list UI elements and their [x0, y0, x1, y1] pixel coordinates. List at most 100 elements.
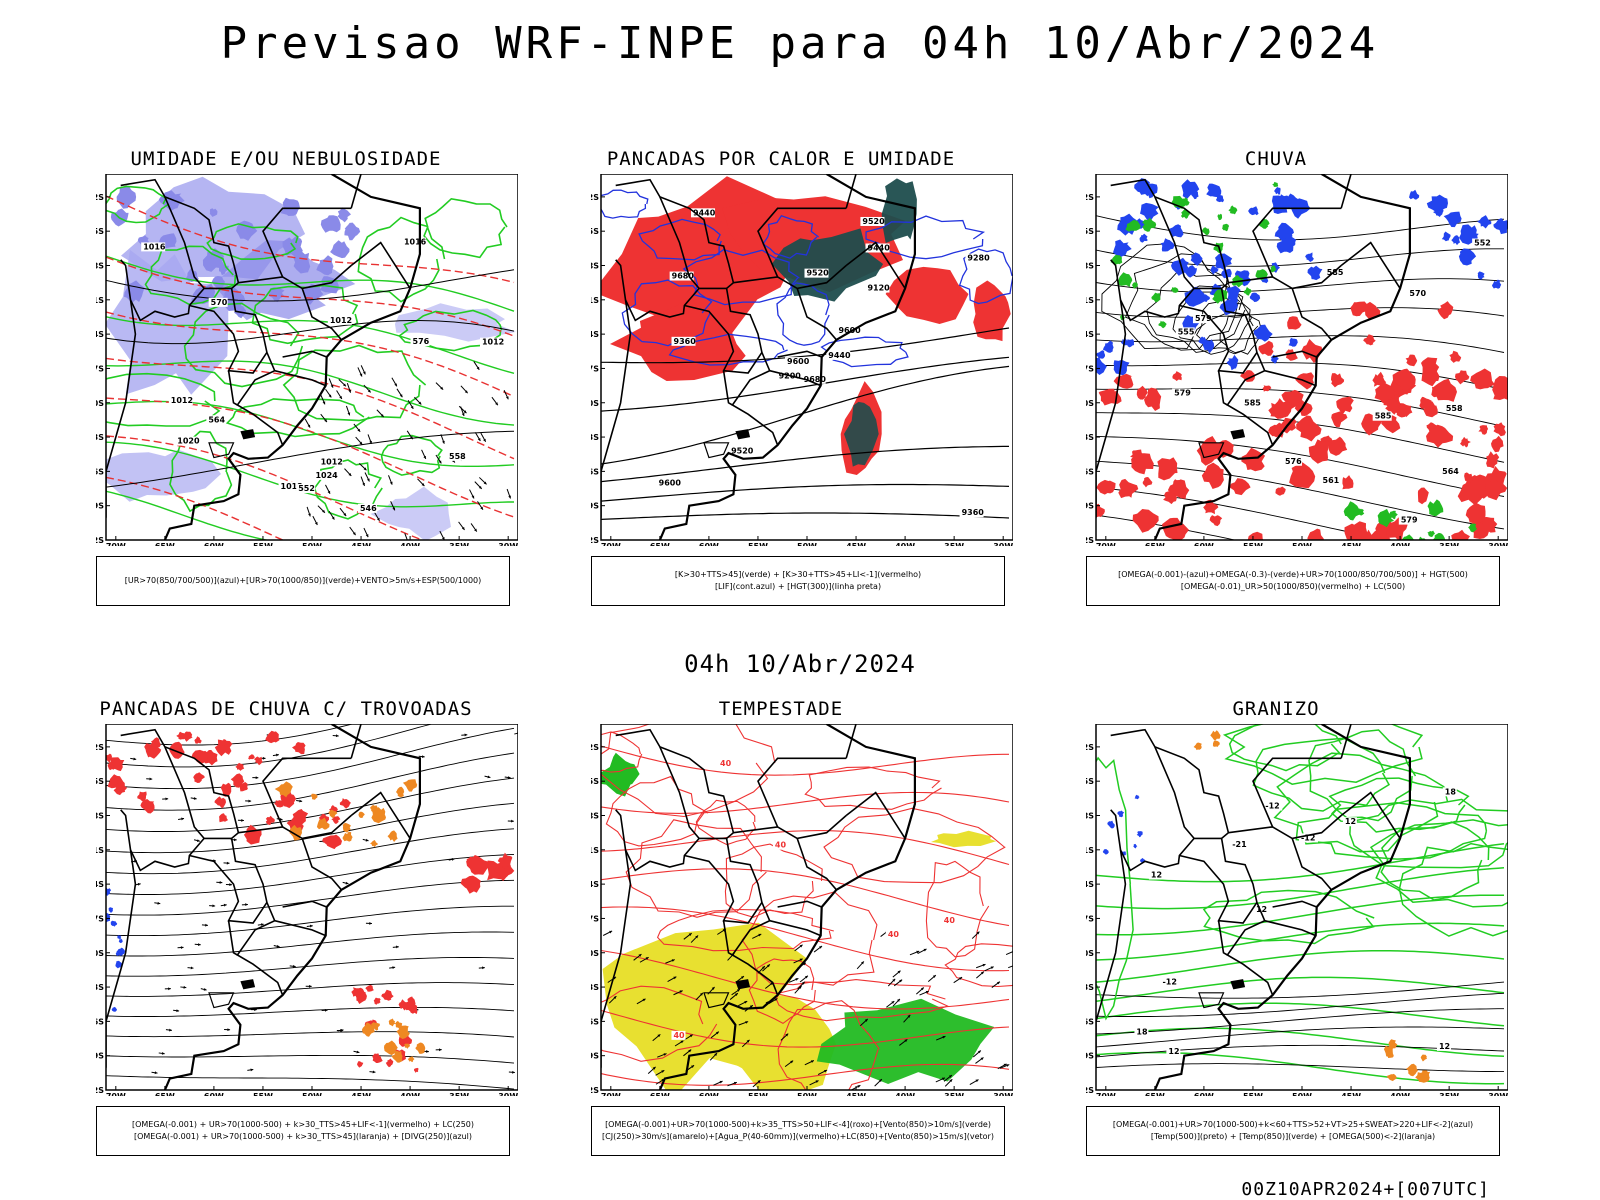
shaded-area	[403, 1043, 410, 1049]
legend-line: [OMEGA(-0.001) + UR>70(1000-500) + k>30_…	[133, 1132, 473, 1141]
legend-line: [CJ(250)>30m/s](amarelo)+[Agua_P(40-60mm…	[602, 1132, 994, 1141]
contour-line	[601, 906, 1010, 972]
contour-loop	[1196, 297, 1259, 354]
shaded-area	[381, 989, 394, 1001]
panel-legend: [K>30+TTS>45](verde) + [K>30+TTS>45+LI<-…	[591, 556, 1005, 606]
lat-tick-label: 15S	[1086, 777, 1094, 786]
lat-tick-label: 27S	[591, 364, 599, 373]
shaded-area	[1343, 501, 1361, 521]
contour-label: 576	[1285, 457, 1302, 466]
lat-tick-label: 36S	[591, 1017, 599, 1026]
political-border	[659, 746, 700, 839]
shaded-area	[1398, 403, 1413, 418]
shaded-area	[211, 276, 225, 289]
lon-tick-label: 60W	[699, 1092, 719, 1096]
panel-pancadas-calor: PANCADAS POR CALOR E UMIDADE 9680 9680 960…	[561, 148, 1013, 618]
shaded-area	[1281, 236, 1297, 249]
map-trovoadas: 12S 15S 18S 21S 24S 27S 30S 33S 36S 39S 42S70W 65W 6…	[96, 724, 518, 1096]
shaded-area	[1441, 231, 1451, 242]
contour-line	[106, 256, 515, 337]
shaded-area	[339, 798, 351, 809]
shaded-area	[239, 782, 248, 792]
shaded-area	[202, 248, 225, 272]
shaded-area	[1386, 1050, 1394, 1058]
panel-title: TEMPESTADE	[718, 698, 844, 720]
shaded-area	[220, 782, 232, 797]
wind-vector	[195, 1093, 201, 1094]
legend-line: [OMEGA(-0.01)_UR>50(1000/850)(vermelho) …	[1180, 582, 1406, 591]
shaded-area	[316, 817, 330, 830]
lat-tick-label: 15S	[96, 227, 104, 236]
lat-tick-label: 18S	[1086, 812, 1094, 821]
contour-label: 564	[208, 415, 225, 424]
political-border	[120, 809, 232, 872]
shaded-area	[106, 449, 221, 502]
contour-label: 555	[1178, 327, 1195, 336]
political-border	[1217, 920, 1228, 956]
lat-tick-label: 36S	[96, 1017, 104, 1026]
shaded-area	[1184, 286, 1206, 307]
shaded-area	[1478, 425, 1489, 435]
contour-label: -21	[1232, 840, 1247, 849]
lon-tick-label: 45W	[351, 1092, 371, 1096]
lon-tick-label: 50W	[302, 542, 322, 546]
contour-line	[106, 316, 515, 374]
shaded-area	[1157, 457, 1178, 481]
panel-title: PANCADAS DE CHUVA C/ TROVOADAS	[99, 698, 473, 720]
shaded-area	[601, 752, 640, 797]
shaded-area	[1342, 475, 1354, 490]
contour-loop	[1308, 729, 1417, 822]
shaded-area	[214, 739, 233, 757]
shaded-area	[395, 1020, 403, 1029]
contour-line	[106, 441, 514, 508]
contour-loop	[601, 985, 718, 1062]
contour-line	[1096, 1027, 1505, 1058]
coastline	[1153, 724, 1411, 1090]
shaded-area	[1201, 227, 1210, 236]
contour-line	[106, 931, 515, 957]
political-border	[120, 259, 232, 322]
shaded-area	[1139, 233, 1148, 243]
lat-tick-label: 27S	[1086, 914, 1094, 923]
lat-tick-label: 30S	[1086, 949, 1094, 958]
shaded-area	[1136, 831, 1143, 838]
shaded-area	[1203, 499, 1219, 515]
lon-tick-label: 45W	[1341, 542, 1361, 546]
shaded-area	[407, 1056, 415, 1063]
contour-loop	[601, 731, 643, 773]
lon-tick-label: 60W	[204, 542, 224, 546]
shaded-area	[1222, 223, 1230, 232]
main-title: Previsao WRF-INPE para 04h 10/Abr/2024	[220, 18, 1380, 69]
coastline	[658, 174, 916, 540]
panel-umidade: UMIDADE E/OU NEBULOSIDADE 1012 1012 1012 10…	[66, 148, 518, 618]
contour-line	[106, 752, 515, 811]
shaded-area	[844, 401, 879, 467]
shaded-area	[1426, 194, 1448, 212]
lon-tick-label: 35W	[1439, 542, 1459, 546]
lon-tick-label: 70W	[106, 542, 126, 546]
contour-label: 12	[1345, 817, 1356, 826]
political-border	[733, 264, 847, 290]
political-border	[106, 299, 137, 521]
contour-loop	[944, 943, 1013, 988]
lon-tick-label: 60W	[204, 1092, 224, 1096]
lat-tick-label: 21S	[591, 296, 599, 305]
shaded-area	[415, 1042, 426, 1054]
shaded-area	[1406, 1063, 1418, 1077]
contour-loop	[601, 189, 649, 219]
contour-line	[106, 430, 515, 488]
lat-tick-label: 30S	[591, 949, 599, 958]
lat-tick-label: 42S	[1086, 1086, 1094, 1095]
lat-tick-label: 42S	[96, 1086, 104, 1095]
shaded-area	[311, 793, 318, 800]
political-border	[1096, 299, 1127, 521]
lat-tick-label: 33S	[96, 433, 104, 442]
contour-label: 40	[775, 841, 787, 850]
political-border	[777, 900, 822, 908]
lat-tick-label: 42S	[96, 536, 104, 545]
lat-tick-label: 30S	[591, 399, 599, 408]
shaded-area	[219, 813, 228, 823]
shaded-area	[1243, 287, 1252, 296]
political-border	[796, 838, 838, 891]
shaded-area	[265, 815, 275, 825]
